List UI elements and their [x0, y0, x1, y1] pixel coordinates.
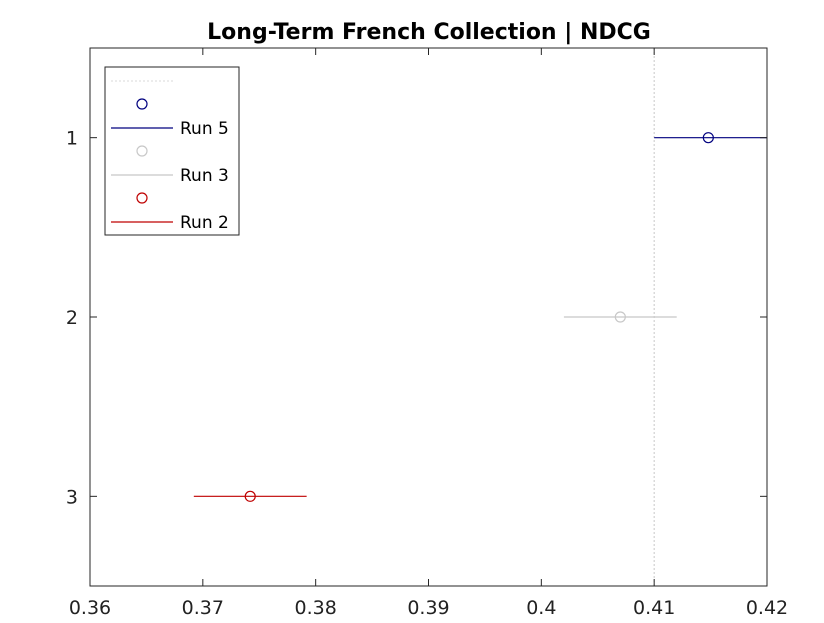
x-axis: 0.36 0.37 0.38 0.39 0.4 0.41 0.42	[69, 48, 788, 619]
x-tick-label: 0.41	[633, 597, 675, 619]
x-tick-label: 0.42	[746, 597, 788, 619]
point-marker	[702, 132, 714, 144]
x-tick-label: 0.36	[69, 597, 111, 619]
chart-title: Long-Term French Collection | NDCG	[207, 20, 651, 45]
data-layer	[193, 132, 767, 502]
y-axis: 1 2 3	[66, 128, 767, 508]
legend: Run 5 Run 3 Run 2	[104, 66, 240, 236]
legend-marker	[136, 98, 148, 110]
y-tick-label: 2	[66, 307, 78, 329]
x-tick-label: 0.37	[182, 597, 224, 619]
legend-marker	[136, 145, 148, 157]
x-tick-label: 0.38	[295, 597, 337, 619]
legend-label: Run 2	[180, 213, 229, 233]
legend-label: Run 5	[180, 119, 229, 139]
y-tick-label: 1	[66, 128, 78, 150]
point-marker	[614, 311, 626, 323]
x-tick-label: 0.4	[526, 597, 556, 619]
x-tick-label: 0.39	[407, 597, 449, 619]
legend-label: Run 3	[180, 166, 229, 186]
legend-marker	[136, 192, 148, 204]
y-tick-label: 3	[66, 486, 78, 508]
point-marker	[244, 490, 256, 502]
legend-box	[104, 66, 240, 236]
